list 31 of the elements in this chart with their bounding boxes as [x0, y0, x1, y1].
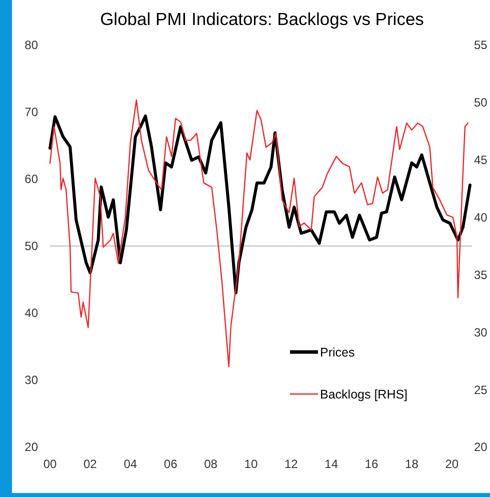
- legend-label: Backlogs [RHS]: [320, 387, 408, 402]
- legend-label: Prices: [320, 345, 355, 360]
- y2-tick-label: 20: [474, 440, 488, 454]
- x-tick-label: 14: [324, 457, 338, 471]
- y-tick-label: 60: [24, 172, 38, 186]
- y2-tick-label: 50: [474, 96, 488, 110]
- y-tick-label: 30: [24, 373, 38, 388]
- x-tick-label: 00: [43, 457, 57, 471]
- y-tick-label: 80: [24, 38, 38, 52]
- y2-tick-label: 30: [474, 325, 488, 340]
- line-series: [49, 100, 469, 368]
- y-tick-label: 50: [24, 239, 38, 254]
- y2-tick-label: 55: [474, 38, 488, 52]
- y-tick-label: 40: [24, 306, 38, 320]
- chart-title: Global PMI Indicators: Backlogs vs Prices: [100, 9, 424, 29]
- y2-tick-label: 40: [474, 210, 488, 224]
- y-tick-label: 20: [24, 440, 38, 454]
- line-series: [48, 114, 472, 294]
- y2-tick-label: 35: [474, 268, 488, 282]
- x-tick-label: 08: [204, 457, 218, 471]
- x-tick-label: 04: [124, 457, 138, 471]
- y-tick-label: 70: [24, 105, 38, 120]
- x-tick-label: 10: [244, 457, 258, 471]
- x-tick-label: 06: [164, 457, 178, 471]
- y2-tick-label: 25: [474, 382, 488, 397]
- y2-tick-label: 45: [474, 153, 488, 168]
- x-tick-label: 18: [405, 457, 419, 471]
- x-tick-label: 12: [284, 457, 298, 471]
- x-tick-label: 16: [364, 457, 379, 471]
- x-tick-label: 20: [445, 457, 459, 471]
- x-tick-label: 02: [84, 457, 98, 471]
